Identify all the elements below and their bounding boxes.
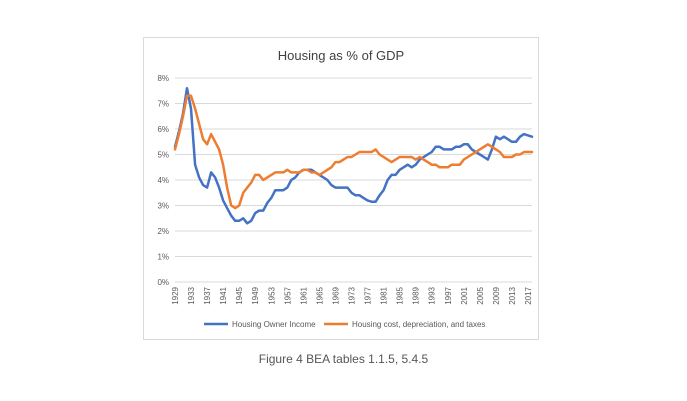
y-tick-label: 2% xyxy=(157,227,169,236)
chart-frame: Housing as % of GDP 0% 1% 2% 3% 4% 5% 6% 7% 8% 19… xyxy=(143,37,539,340)
x-tick-label: 1965 xyxy=(315,286,324,304)
x-tick-label: 1985 xyxy=(396,286,405,304)
x-tick-label: 1989 xyxy=(412,286,421,304)
line-chart: 0% 1% 2% 3% 4% 5% 6% 7% 8% 1929 1933 1937 1941 1945 19… xyxy=(157,74,534,329)
x-tick-label: 1981 xyxy=(380,286,389,304)
legend-label: Housing cost, depreciation, and taxes xyxy=(352,320,485,329)
x-tick-label: 1977 xyxy=(364,286,373,304)
legend-label: Housing Owner Income xyxy=(232,320,316,329)
x-tick-label: 1949 xyxy=(251,286,260,304)
x-tick-label: 2009 xyxy=(492,286,501,304)
x-tick-label: 1997 xyxy=(444,286,453,304)
x-tick-label: 1969 xyxy=(331,286,340,304)
y-tick-label: 3% xyxy=(157,202,169,211)
chart-title: Housing as % of GDP xyxy=(277,48,405,63)
x-tick-label: 1953 xyxy=(267,286,276,304)
x-tick-label: 1961 xyxy=(299,286,308,304)
y-tick-label: 0% xyxy=(157,278,169,287)
x-tick-label: 1973 xyxy=(347,286,356,304)
x-tick-label: 1933 xyxy=(187,286,196,304)
series-line-housing-cost xyxy=(173,94,534,210)
y-tick-label: 8% xyxy=(157,74,169,83)
x-tick-label: 1929 xyxy=(171,286,180,304)
y-tick-label: 4% xyxy=(157,176,169,185)
series-line-housing-owner-income xyxy=(173,86,534,225)
x-tick-label: 1937 xyxy=(203,286,212,304)
x-tick-label: 1941 xyxy=(219,286,228,304)
y-tick-label: 5% xyxy=(157,151,169,160)
x-tick-label: 2005 xyxy=(476,286,485,304)
x-tick-label: 2013 xyxy=(508,286,517,304)
x-tick-label: 1957 xyxy=(283,286,292,304)
x-tick-label: 2017 xyxy=(524,286,533,304)
figure-caption: Figure 4 BEA tables 1.1.5, 5.4.5 xyxy=(258,352,429,366)
y-tick-label: 6% xyxy=(157,125,169,134)
y-tick-label: 1% xyxy=(157,253,169,262)
x-tick-label: 1945 xyxy=(235,286,244,304)
x-tick-label: 2001 xyxy=(460,286,469,304)
x-tick-label: 1993 xyxy=(428,286,437,304)
y-tick-label: 7% xyxy=(157,100,169,109)
